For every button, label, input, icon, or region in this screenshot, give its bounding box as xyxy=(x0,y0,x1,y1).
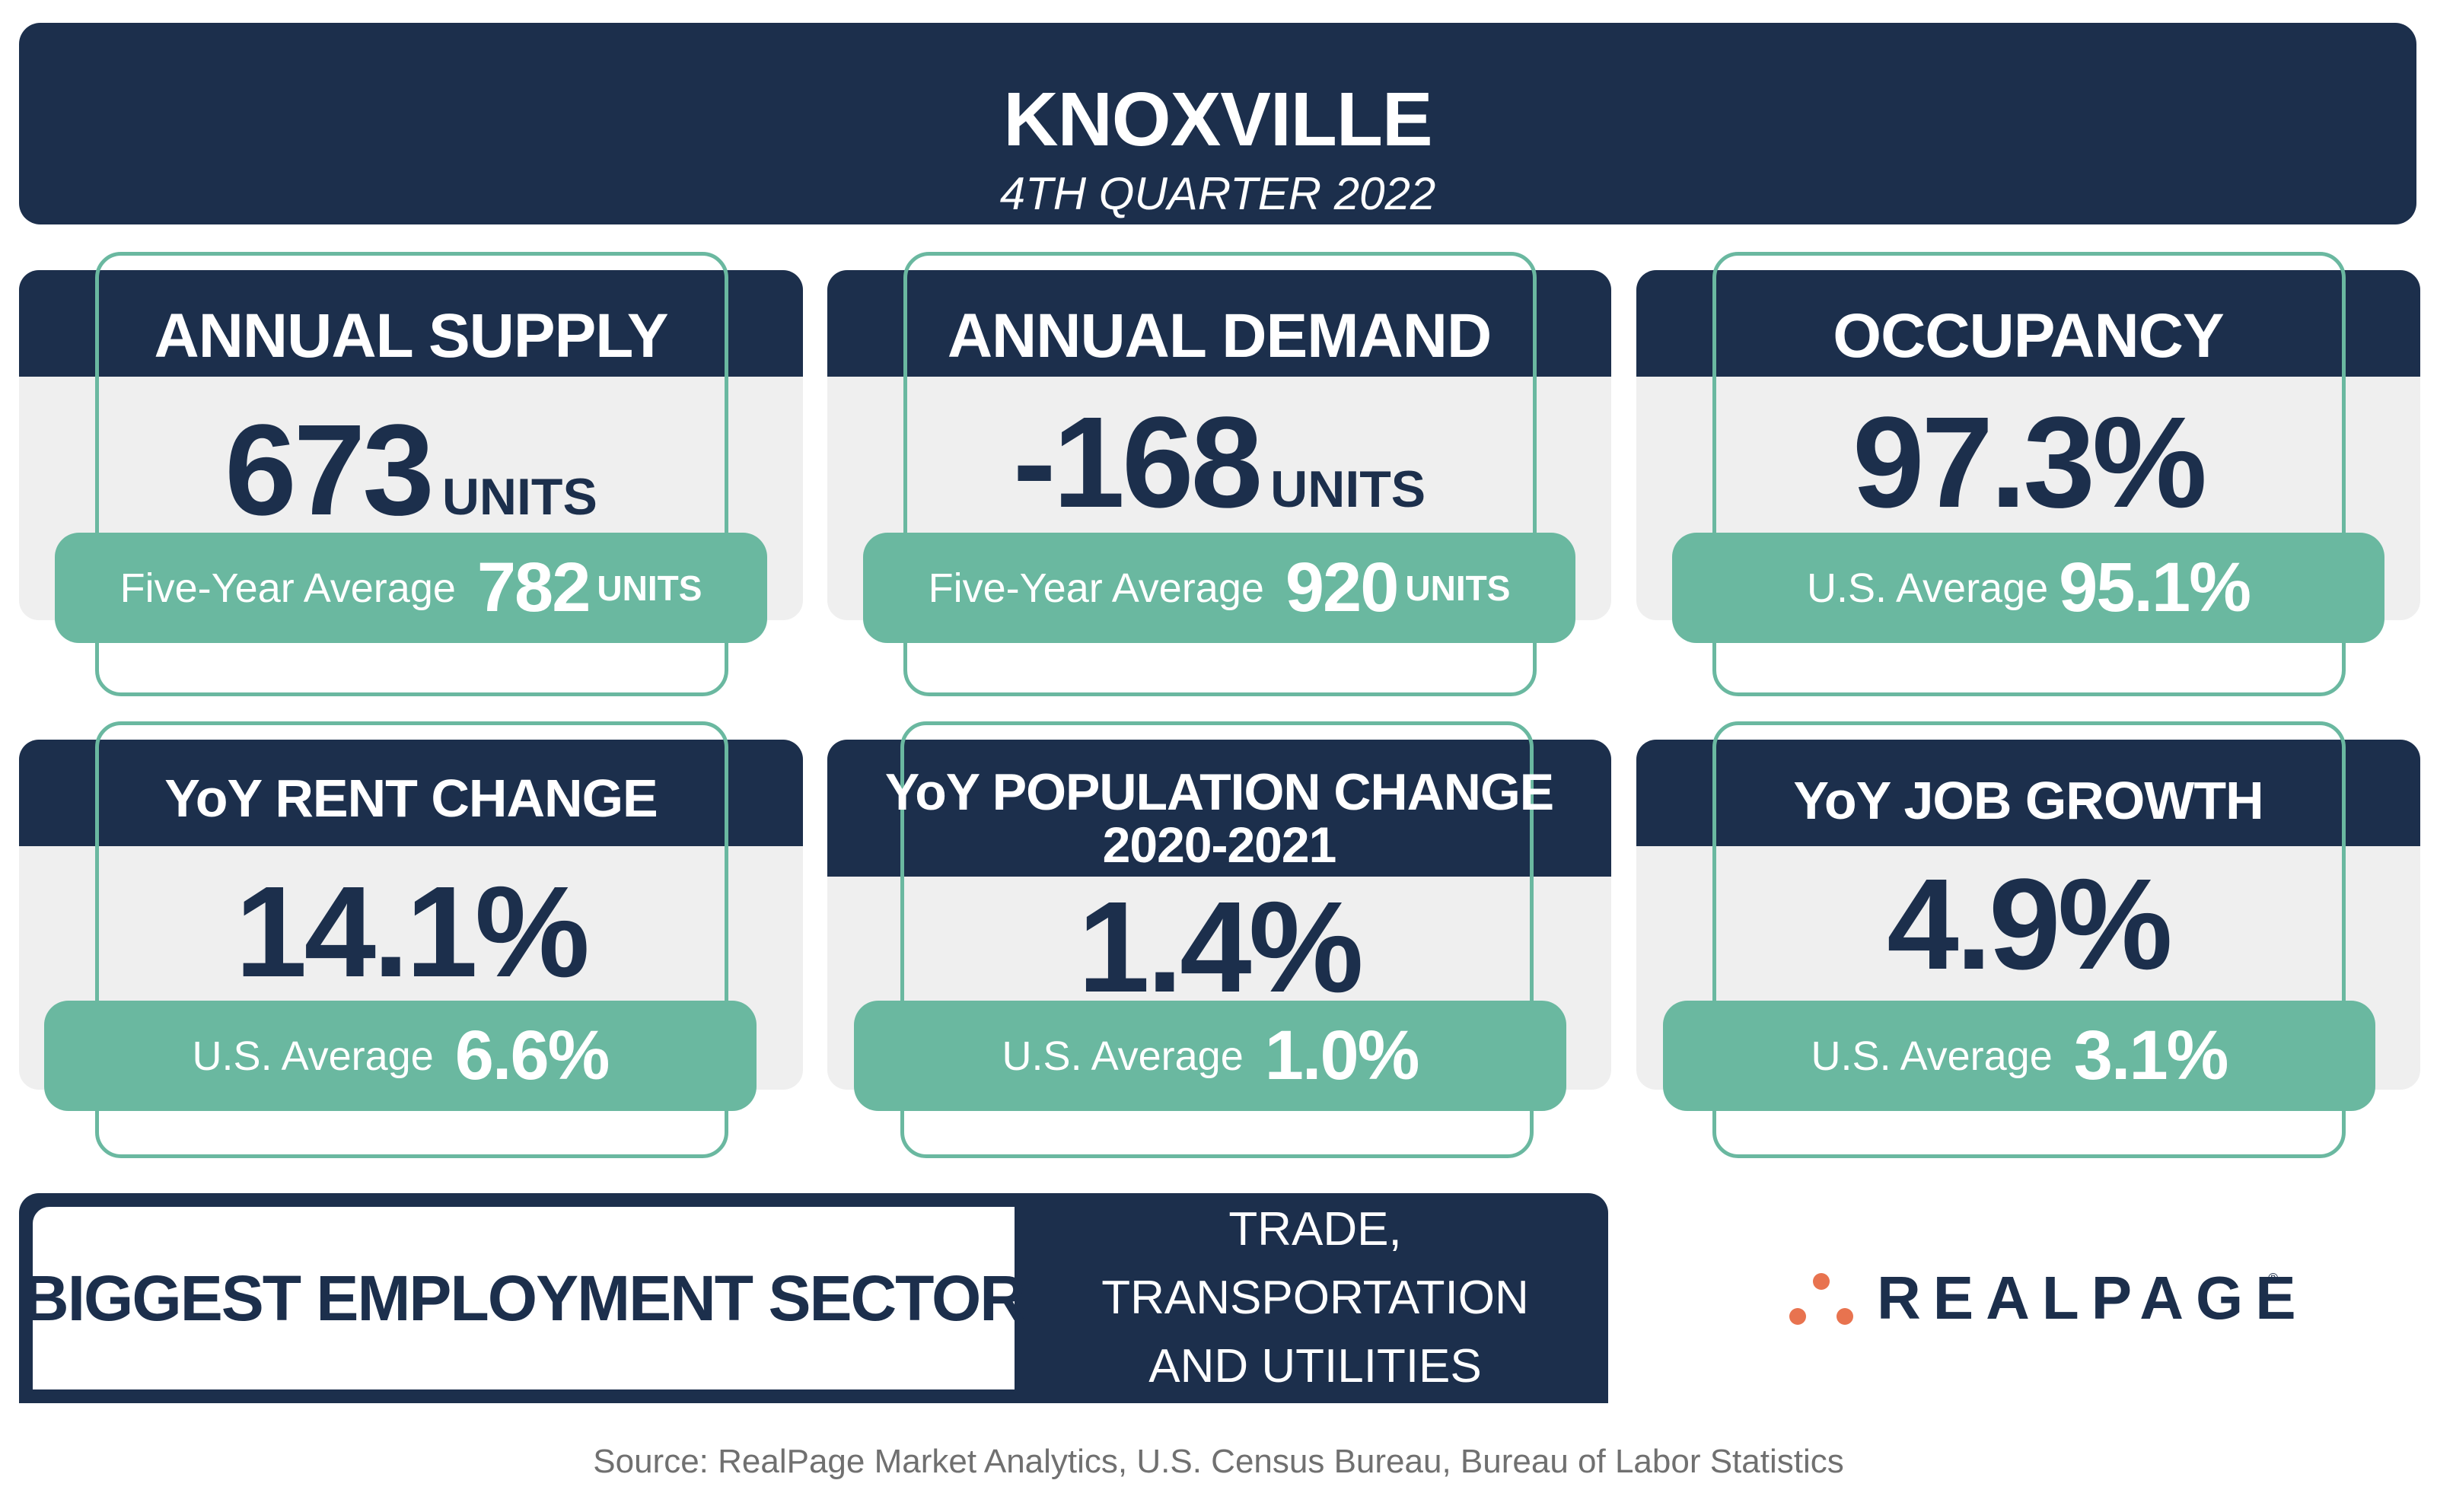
comparison-pill: Five-Year Average 782 UNITS xyxy=(55,533,767,643)
comparison-label: U.S. Average xyxy=(192,1033,434,1079)
comparison-value: 1.0% xyxy=(1264,1017,1420,1094)
card-subtitle: 2020-2021 xyxy=(1102,816,1337,873)
card-outline xyxy=(900,721,1534,1158)
value-number: -168 xyxy=(1012,390,1263,535)
employment-sector-value: TRADE, TRANSPORTATION AND UTILITIES xyxy=(1022,1193,1608,1403)
comparison-pill: U.S. Average 3.1% xyxy=(1663,1001,2375,1111)
comparison-value: 95.1% xyxy=(2059,549,2251,626)
comparison-pill: U.S. Average 1.0% xyxy=(854,1001,1566,1111)
value-number: 1.4% xyxy=(1078,875,1363,1020)
card-title: ANNUAL SUPPLY xyxy=(154,301,668,371)
card-value: 14.1% xyxy=(19,858,803,1007)
employment-sector-panel: BIGGEST EMPLOYMENT SECTOR TRADE, TRANSPO… xyxy=(19,1193,1608,1403)
card-title: YoY JOB GROWTH xyxy=(1793,771,2263,830)
comparison-value: 3.1% xyxy=(2073,1017,2229,1094)
value-number: 4.9% xyxy=(1887,852,2172,997)
employment-sector-label: BIGGEST EMPLOYMENT SECTOR xyxy=(23,1262,1026,1334)
card-title-band xyxy=(827,270,1611,377)
comparison-label: U.S. Average xyxy=(1002,1033,1244,1079)
card-yoy-population-change: YoY POPULATION CHANGE 2020-2021 1.4% U.S… xyxy=(827,721,1611,1158)
value-number: 673 xyxy=(225,398,435,543)
comparison-pill: U.S. Average 95.1% xyxy=(1672,533,2384,643)
card-value: 1.4% xyxy=(827,873,1611,1022)
card-title: YoY RENT CHANGE xyxy=(164,769,658,828)
card-title-band xyxy=(1636,740,2420,846)
header-banner: KNOXVILLE 4TH QUARTER 2022 xyxy=(19,23,2416,224)
realpage-logo: REALPAGE ® xyxy=(1787,1263,2296,1347)
comparison-value: 6.6% xyxy=(454,1017,610,1094)
card-value: 673 UNITS xyxy=(19,396,803,545)
card-outline xyxy=(903,252,1537,696)
card-yoy-job-growth: YoY JOB GROWTH 4.9% U.S. Average 3.1% xyxy=(1636,721,2420,1158)
employment-sector-label-box: BIGGEST EMPLOYMENT SECTOR xyxy=(23,1207,1026,1389)
comparison-label: U.S. Average xyxy=(1806,565,2049,611)
comparison-value: 920 xyxy=(1285,549,1399,626)
logo-wordmark: REALPAGE xyxy=(1877,1264,2308,1332)
employment-sector-line-1: TRADE, TRANSPORTATION xyxy=(1101,1203,1529,1324)
comparison-label: Five-Year Average xyxy=(119,565,456,611)
card-annual-demand: ANNUAL DEMAND -168 UNITS Five-Year Averag… xyxy=(827,252,1611,696)
card-title-band xyxy=(1636,270,2420,377)
card-value: -168 UNITS xyxy=(827,388,1611,537)
card-annual-supply: ANNUAL SUPPLY 673 UNITS Five-Year Average… xyxy=(19,252,803,696)
card-title-band xyxy=(827,740,1611,877)
card-outline xyxy=(95,721,728,1158)
logo-dots-icon xyxy=(1789,1273,1853,1325)
value-number: 97.3% xyxy=(1852,390,2207,535)
card-title: YoY POPULATION CHANGE xyxy=(884,763,1554,821)
source-note: Source: RealPage Market Analytics, U.S. … xyxy=(593,1443,1844,1480)
card-title: OCCUPANCY xyxy=(1833,301,2224,371)
city-title: KNOXVILLE xyxy=(1003,77,1432,162)
comparison-value: 782 xyxy=(476,549,591,626)
quarter-subtitle: 4TH QUARTER 2022 xyxy=(999,168,1436,219)
card-value: 97.3% xyxy=(1636,388,2420,537)
logo-registered-mark: ® xyxy=(2268,1271,2279,1286)
comparison-label: U.S. Average xyxy=(1811,1033,2053,1079)
card-occupancy: OCCUPANCY 97.3% U.S. Average 95.1% xyxy=(1636,252,2420,696)
value-unit: UNITS xyxy=(1270,460,1426,518)
card-outline xyxy=(1712,252,2346,696)
employment-sector-line-2: AND UTILITIES xyxy=(1148,1340,1482,1393)
card-title: ANNUAL DEMAND xyxy=(947,301,1492,371)
comparison-label: Five-Year Average xyxy=(928,565,1264,611)
card-value: 4.9% xyxy=(1636,850,2420,999)
comparison-unit: UNITS xyxy=(1405,568,1511,608)
comparison-pill: U.S. Average 6.6% xyxy=(44,1001,757,1111)
card-outline xyxy=(95,252,728,696)
card-yoy-rent-change: YoY RENT CHANGE 14.1% U.S. Average 6.6% xyxy=(19,721,803,1158)
card-outline xyxy=(1712,721,2346,1158)
value-number: 14.1% xyxy=(234,860,590,1004)
comparison-pill: Five-Year Average 920 UNITS xyxy=(863,533,1575,643)
card-title-band xyxy=(19,270,803,377)
value-unit: UNITS xyxy=(441,468,597,526)
comparison-unit: UNITS xyxy=(597,568,702,608)
card-title-band xyxy=(19,740,803,846)
